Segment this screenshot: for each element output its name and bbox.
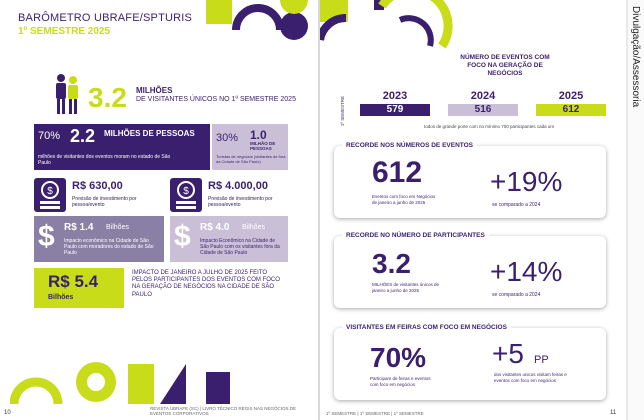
impact-2-box: $ R$ 4.0 Bilhões Impacto Econômico na Ci… <box>170 216 288 262</box>
card-fairs-value: 70% <box>370 342 427 373</box>
coins-icon: $ <box>170 178 202 212</box>
impact-1-unit: Bilhões <box>106 224 129 231</box>
footer-text: 1º SEMESTRE | 1º SEMESTRE | 1º SEMESTRE <box>326 411 424 416</box>
card-participants-desc: MILHÕES de visitantes únicos de janeiro … <box>372 282 440 293</box>
spine <box>318 0 320 420</box>
year-2024: 2024 <box>470 90 496 102</box>
stat-b-value: 1.0 <box>250 128 267 142</box>
left-page: BARÔMETRO UBRAFE/SPTURIS 1º SEMESTRE 202… <box>0 0 318 420</box>
card-fairs <box>334 328 606 400</box>
decorative-shapes <box>320 0 453 49</box>
card-events-title: RECORDE NOS NÚMEROS DE EVENTOS <box>342 140 478 152</box>
spend-1-desc: Previsão de investimento por pessoa/even… <box>72 196 137 208</box>
stat-a-unit: MILHÕES DE PESSOAS <box>104 129 195 138</box>
page-title: BARÔMETRO UBRAFE/SPTURIS <box>18 12 193 24</box>
people-icon <box>56 74 78 114</box>
stat-b-unit: MILHÃO DE PESSOAS <box>250 141 276 151</box>
dollar-icon: $ <box>38 220 55 253</box>
stat-a-value: 2.2 <box>70 126 96 146</box>
decorative-shapes-bottom <box>10 362 230 405</box>
card-fairs-change: +5 <box>492 338 524 369</box>
page-subtitle: 1º SEMESTRE 2025 <box>18 26 111 37</box>
events-title: NÚMERO DE EVENTOS COM FOCO NA GERAÇÃO DE… <box>460 54 550 77</box>
stat-b-box: 30% 1.0 MILHÃO DE PESSOAS Turistas de ne… <box>212 124 288 170</box>
svg-text:$: $ <box>183 186 189 197</box>
card-events-desc: Eventos com foco em Negócios de janeiro … <box>372 194 436 205</box>
impact-1-box: $ R$ 1.4 Bilhões Impacto econômico na Ci… <box>34 216 164 262</box>
page-number: 11 <box>610 410 617 416</box>
card-fairs-desc: Participam de feiras e eventos com foco … <box>370 376 431 387</box>
card-events <box>334 146 606 218</box>
card-fairs-title: VISITANTES EM FEIRAS COM FOCO EM NEGÓCIO… <box>342 322 511 334</box>
svg-text:$: $ <box>47 186 53 197</box>
card-participants-value: 3.2 <box>372 248 411 279</box>
card-participants-change-desc: se comparado a 2024 <box>492 292 541 298</box>
coins-icon: $ <box>34 178 66 212</box>
spend-2-desc: Previsão de investimento por pessoa/even… <box>208 196 273 208</box>
year-2025: 2025 <box>558 90 584 102</box>
count-2023: 579 <box>360 104 430 116</box>
count-2025: 612 <box>536 104 606 116</box>
card-events-change: +19% <box>490 166 563 197</box>
side-credit-text: Divulgação/Assessoria <box>630 6 641 108</box>
card-participants-title: RECORDE NO NÚMERO DE PARTICIPANTES <box>342 230 489 242</box>
card-participants-change: +14% <box>490 256 563 287</box>
card-events-change-desc: se comparado a 2024 <box>492 202 541 208</box>
stat-a-box: 70% 2.2 MILHÕES DE PESSOAS milhões de vi… <box>34 124 210 170</box>
total-desc: IMPACTO DE JANEIRO A JULHO DE 2025 FEITO… <box>132 270 280 298</box>
stat-b-desc: Turistas de negócios (visitantes de fora… <box>216 154 286 164</box>
side-credit: Divulgação/Assessoria <box>628 0 644 420</box>
card-fairs-change-unit: PP <box>534 354 549 366</box>
total-value: R$ 5.4 <box>48 272 99 291</box>
card-participants <box>334 236 606 308</box>
page-number: 10 <box>4 410 11 416</box>
impact-2-value: R$ 4.0 <box>200 222 230 233</box>
impact-2-unit: Bilhões <box>242 224 265 231</box>
side-label: 1º SEMESTRE <box>340 96 345 127</box>
dollar-icon: $ <box>174 220 191 253</box>
card-events-value: 612 <box>372 156 423 189</box>
decorative-shapes <box>206 0 308 40</box>
spend-2-value: R$ 4.000,00 <box>208 180 268 192</box>
events-note: todos de grande porte com no mínimo 700 … <box>424 124 555 129</box>
stat-a-desc: milhões de visitantes dos eventos moram … <box>38 154 171 166</box>
stat-a-percent: 70% <box>38 130 61 142</box>
years-row: 2023 579 2024 516 2025 612 <box>360 90 610 120</box>
total-unit: Bilhões <box>48 294 74 301</box>
impact-1-desc: Impacto econômico na Cidade de São Paulo… <box>64 238 154 256</box>
spend-1-box: $ R$ 630,00 Previsão de investimento por… <box>34 176 160 216</box>
impact-1-value: R$ 1.4 <box>64 222 94 233</box>
count-2024: 516 <box>448 104 518 116</box>
right-page: NÚMERO DE EVENTOS COM FOCO NA GERAÇÃO DE… <box>320 0 626 420</box>
impact-2-desc: Impacto Econômico na Cidade de São Paulo… <box>200 238 280 256</box>
visitors-desc: DE VISITANTES ÚNICOS NO 1º SEMESTRE 2025 <box>136 96 296 103</box>
total-box: R$ 5.4 Bilhões IMPACTO DE JANEIRO A JULH… <box>34 268 288 308</box>
visitors-value: 3.2 <box>88 82 127 113</box>
spend-1-value: R$ 630,00 <box>72 180 123 192</box>
visitors-unit: MILHÕES <box>136 86 173 95</box>
footer-text: REVISTA UBRAFE (SC) | LIVRO TÉCNICO REGI… <box>150 406 297 416</box>
spend-2-box: $ R$ 4.000,00 Previsão de investimento p… <box>170 176 296 216</box>
card-fairs-change-desc: dos visitantes unicos visitam feiras e e… <box>494 372 567 383</box>
stat-b-percent: 30% <box>216 132 239 144</box>
year-2023: 2023 <box>382 90 408 102</box>
